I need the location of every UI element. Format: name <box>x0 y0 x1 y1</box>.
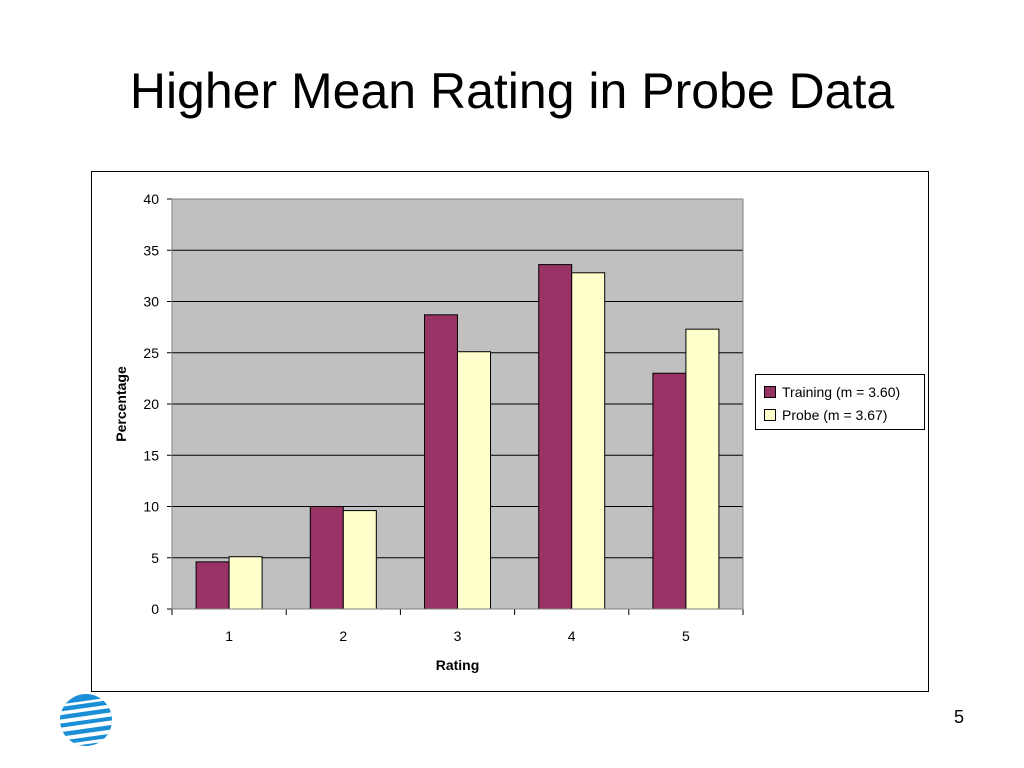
y-tick-label: 20 <box>143 396 159 412</box>
bar-training <box>309 506 344 610</box>
y-tick-label: 30 <box>143 294 159 310</box>
x-tick-label: 2 <box>339 628 347 644</box>
y-tick-label: 25 <box>143 345 159 361</box>
y-tick-label: 40 <box>143 191 159 207</box>
y-tick-label: 5 <box>151 550 159 566</box>
x-tick-label: 4 <box>568 628 576 644</box>
bar-training <box>538 264 573 610</box>
chart-legend: Training (m = 3.60) Probe (m = 3.67) <box>755 374 925 430</box>
y-tick-label: 35 <box>143 242 159 258</box>
legend-swatch-training <box>764 385 776 398</box>
bar-training <box>424 314 458 610</box>
y-tick-label: 10 <box>143 499 159 515</box>
bar-probe <box>342 510 377 610</box>
bar-probe <box>571 272 606 610</box>
y-tick-label: 0 <box>151 601 159 617</box>
legend-label-training: Training (m = 3.60) <box>782 383 901 400</box>
x-tick-label: 3 <box>454 628 462 644</box>
y-axis-label: Percentage <box>113 366 129 442</box>
bar-probe <box>228 556 263 610</box>
x-tick-label: 5 <box>682 628 690 644</box>
page-number: 5 <box>953 707 964 727</box>
bar-probe <box>685 328 720 610</box>
plot-border <box>171 198 744 610</box>
globe-logo-icon <box>60 694 112 746</box>
bar-training <box>652 372 687 610</box>
y-tick-label: 15 <box>143 447 159 463</box>
x-tick-label: 1 <box>225 628 233 644</box>
x-axis-label: Rating <box>436 657 480 673</box>
bar-probe <box>457 351 491 610</box>
legend-item-training: Training (m = 3.60) <box>764 380 924 403</box>
legend-swatch-probe <box>764 408 776 421</box>
bar-training <box>195 561 230 610</box>
legend-item-probe: Probe (m = 3.67) <box>764 403 924 426</box>
legend-label-probe: Probe (m = 3.67) <box>782 406 888 423</box>
slide-title: Higher Mean Rating in Probe Data <box>129 63 895 119</box>
